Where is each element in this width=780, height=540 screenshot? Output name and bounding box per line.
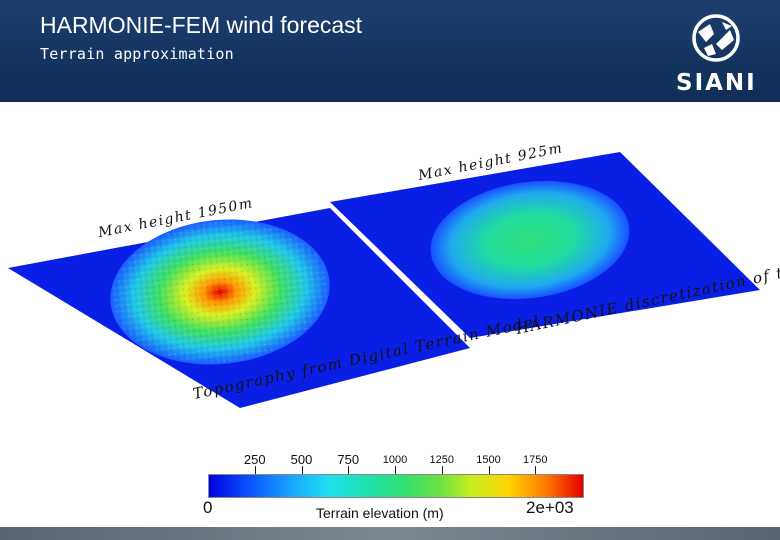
colorbar-tick-label: 500 — [290, 452, 313, 467]
page-title: HARMONIE-FEM wind forecast — [40, 12, 363, 38]
colorbar-tick-label: 1000 — [382, 454, 408, 466]
logo-text: SIANI — [676, 70, 757, 96]
siani-logo: SIANI — [676, 14, 757, 96]
colorbar-min-label: 0 — [203, 498, 213, 517]
colorbar-tick-mark — [441, 466, 443, 474]
globe-icon — [692, 14, 740, 62]
page-subtitle: Terrain approximation — [40, 45, 234, 63]
colorbar-tick-label: 1250 — [429, 454, 454, 466]
colorbar-tick-mark — [395, 466, 396, 474]
colorbar-tick-mark — [535, 466, 537, 474]
footer-bar — [0, 527, 780, 540]
colorbar-tick-mark — [488, 466, 490, 474]
colorbar-tick-label: 750 — [337, 452, 360, 467]
colorbar-tick-label: 1500 — [476, 454, 501, 466]
elevation-colorbar — [208, 474, 584, 498]
colorbar-tick-label: 1750 — [523, 454, 548, 466]
colorbar-tick-label: 250 — [243, 452, 266, 467]
colorbar-title: Terrain elevation (m) — [316, 505, 444, 521]
colorbar-tick-mark — [301, 466, 303, 474]
header-banner: HARMONIE-FEM wind forecast Terrain appro… — [0, 0, 780, 102]
terrain-figure — [8, 152, 760, 408]
colorbar-tick-mark — [348, 466, 350, 474]
harmonie-island — [430, 180, 630, 300]
colorbar-max-label: 2e+03 — [526, 498, 574, 517]
colorbar-tick-mark — [254, 466, 256, 474]
